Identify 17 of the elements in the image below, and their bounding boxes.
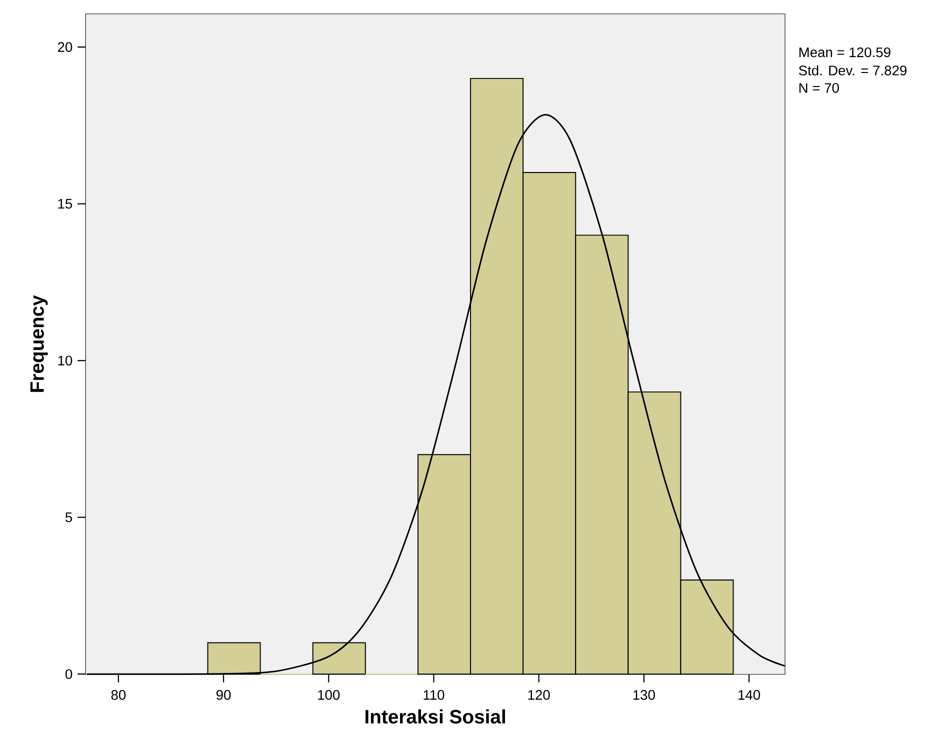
x-tick-label: 140 xyxy=(738,690,760,700)
text: Std. Dev. = 7.829 xyxy=(798,65,907,76)
x-axis-title: Interaksi Sosial xyxy=(366,709,505,724)
y-tick-label: 15 xyxy=(58,199,72,209)
x-tick-label: 120 xyxy=(528,690,550,700)
y-axis-title: Frequency xyxy=(30,295,48,392)
text: Mean = 120.59 xyxy=(799,47,890,58)
x-tick-label: 90 xyxy=(216,690,231,700)
x-tick-label: 100 xyxy=(318,690,340,700)
y-tick-label: 20 xyxy=(58,42,72,52)
x-tick-label: 130 xyxy=(633,690,655,700)
y-tick-label: 10 xyxy=(58,356,72,366)
y-tick-label: 0 xyxy=(65,669,72,680)
y-tick-label: 5 xyxy=(66,512,72,522)
text: N = 70 xyxy=(799,83,839,93)
x-tick-label: 110 xyxy=(424,690,444,700)
x-tick-label: 80 xyxy=(111,690,126,700)
